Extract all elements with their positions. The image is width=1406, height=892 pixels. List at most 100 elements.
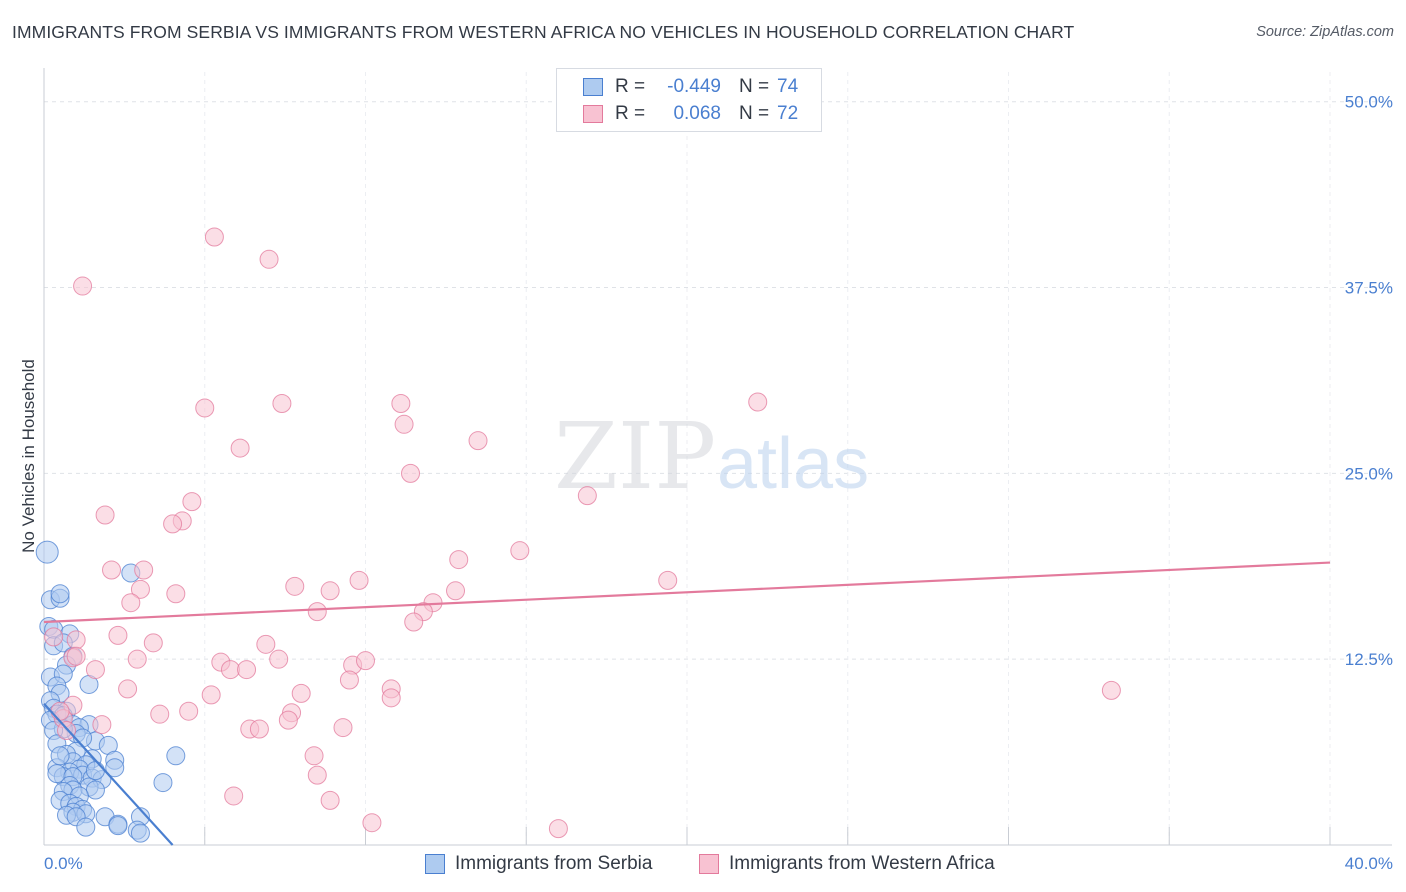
western-africa-point [224, 786, 244, 806]
data-points [35, 227, 1121, 843]
western-africa-point [320, 581, 340, 601]
western-africa-point [134, 560, 154, 580]
watermark-atlas: atlas [717, 424, 869, 504]
legend-r-label: R = [615, 103, 646, 124]
western-africa-point [127, 649, 147, 669]
bottom-legend-label-serbia: Immigrants from Serbia [455, 853, 653, 874]
legend-n-value-western-africa: 72 [777, 103, 799, 124]
y-tick-label: 50.0% [1345, 93, 1393, 112]
western-africa-point [394, 414, 414, 434]
bottom-legend-western-africa: Immigrants from Western Africa [699, 852, 995, 876]
western-africa-point [179, 701, 199, 721]
western-africa-point [50, 701, 70, 721]
western-africa-point [204, 227, 224, 247]
serbia-point [153, 773, 173, 793]
bottom-legend-swatch-western-africa [699, 854, 719, 874]
western-africa-point [121, 593, 141, 613]
western-africa-point [548, 819, 568, 839]
western-africa-point [95, 505, 115, 525]
western-africa-point [333, 718, 353, 738]
western-africa-point [320, 790, 340, 810]
western-africa-point [449, 550, 469, 570]
western-africa-point [85, 660, 105, 680]
western-africa-point [285, 576, 305, 596]
watermark: ZIP atlas [554, 403, 869, 510]
serbia-point [35, 540, 59, 564]
trend-lines [43, 561, 1331, 846]
legend-swatch-serbia [583, 78, 603, 96]
western-africa-point [748, 392, 768, 412]
western-africa-point [269, 649, 289, 669]
legend-n-label: N = [739, 76, 770, 97]
western-africa-point [66, 646, 86, 666]
western-africa-point [195, 398, 215, 418]
serbia-point [105, 758, 125, 778]
serbia-point [108, 816, 128, 836]
legend-row-serbia: R = -0.449 N = 74 [583, 75, 798, 99]
y-axis-label: No Vehicles in Household [19, 359, 38, 553]
western-africa-point [237, 660, 257, 680]
x-tick-label: 0.0% [44, 854, 83, 873]
grid-lines [44, 72, 1392, 845]
western-africa-point [220, 660, 240, 680]
western-africa-point [130, 579, 150, 599]
western-africa-point [577, 486, 597, 506]
western-africa-point [259, 249, 279, 269]
bottom-legend-serbia: Immigrants from Serbia [425, 852, 652, 876]
western-africa-point [44, 627, 64, 647]
tick-labels: 12.5% 25.0% 37.5% 50.0% 0.0% 40.0% [44, 93, 1393, 873]
western-africa-point [73, 276, 93, 296]
western-africa-point [278, 710, 298, 730]
stats-legend: R = -0.449 N = 74 R = 0.068 N = 72 [556, 68, 822, 132]
western-africa-point [307, 602, 327, 622]
western-africa-point [339, 670, 359, 690]
western-africa-point [446, 581, 466, 601]
western-africa-point [143, 633, 163, 653]
western-africa-point [150, 704, 170, 724]
western-africa-point [102, 560, 122, 580]
western-africa-point [272, 393, 292, 413]
chart-title: IMMIGRANTS FROM SERBIA VS IMMIGRANTS FRO… [12, 22, 1075, 42]
serbia-point [50, 584, 70, 604]
western-africa-point [256, 634, 276, 654]
western-africa-point [1101, 680, 1121, 700]
western-africa-point [356, 651, 375, 671]
western-africa-point [92, 715, 112, 735]
bottom-legend-swatch-serbia [425, 854, 445, 874]
legend-r-value-serbia: -0.449 [667, 76, 721, 97]
bottom-legend-label-western-africa: Immigrants from Western Africa [729, 853, 995, 874]
legend-row-western-africa: R = 0.068 N = 72 [583, 102, 798, 126]
western-africa-point [304, 746, 324, 766]
legend-swatch-western-africa [583, 105, 603, 123]
y-tick-label: 25.0% [1345, 464, 1393, 483]
serbia-point [130, 823, 150, 843]
western-africa-point [307, 765, 327, 785]
serbia-point [50, 746, 70, 766]
serbia-point [85, 780, 105, 800]
western-africa-point [349, 570, 369, 590]
legend-n-value-serbia: 74 [777, 76, 799, 97]
western-africa-point [163, 514, 183, 534]
y-tick-label: 12.5% [1345, 650, 1393, 669]
western-africa-point [182, 492, 202, 512]
western-africa-point [249, 719, 269, 739]
western-africa-point [166, 584, 186, 604]
western-africa-point [362, 813, 382, 833]
western-africa-point [66, 630, 86, 650]
legend-r-label: R = [615, 76, 646, 97]
western-africa-point [118, 679, 138, 699]
western-africa-point [401, 463, 421, 483]
y-tick-label: 37.5% [1345, 279, 1393, 298]
western-africa-point [291, 683, 311, 703]
western-africa-point [468, 431, 488, 451]
western-africa-trend-line [43, 561, 1331, 624]
western-africa-point [381, 688, 401, 708]
western-africa-point [108, 625, 128, 645]
serbia-point [76, 817, 96, 837]
legend-r-value-western-africa: 0.068 [673, 103, 721, 124]
western-africa-point [658, 570, 678, 590]
legend-n-label: N = [739, 103, 770, 124]
western-africa-point [391, 393, 411, 413]
western-africa-point [510, 541, 530, 561]
